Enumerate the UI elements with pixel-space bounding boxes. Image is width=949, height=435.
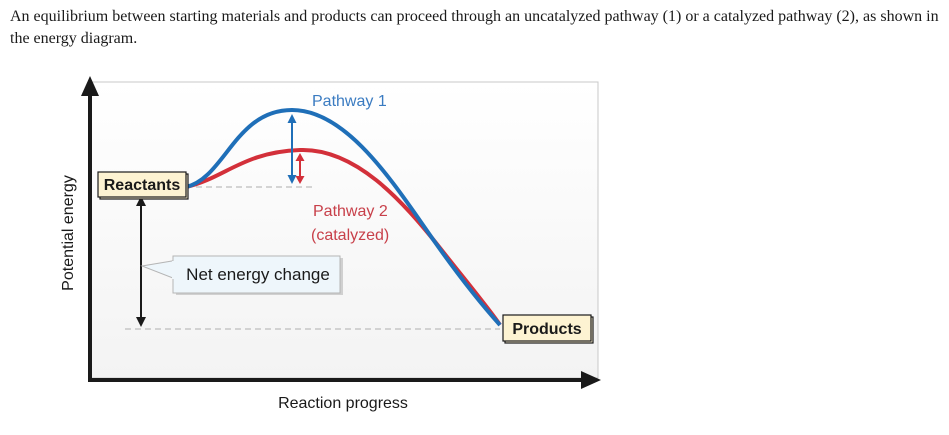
pathway1-curve <box>185 107 502 327</box>
y-axis-arrowhead <box>81 76 99 96</box>
pathway2-sublabel: (catalyzed) <box>311 227 389 244</box>
x-axis-label: Reaction progress <box>278 395 408 412</box>
activation-energy-arrow-pathway2 <box>295 153 305 184</box>
net-energy-change-arrow <box>136 196 146 327</box>
products-box: Products <box>502 314 594 344</box>
intro-paragraph: An equilibrium between starting material… <box>10 8 939 47</box>
pathway2-label: Pathway 2 <box>313 203 388 220</box>
x-axis-arrowhead <box>581 371 601 389</box>
pathway2-curve <box>185 147 502 327</box>
y-axis-label: Potential energy <box>60 175 77 291</box>
net-energy-label: Net energy change <box>186 265 330 284</box>
reactants-label: Reactants <box>104 177 181 194</box>
products-label: Products <box>512 321 581 338</box>
pathway1-label: Pathway 1 <box>312 93 387 110</box>
net-energy-callout: Net energy change <box>140 255 343 295</box>
reactants-box: Reactants <box>97 171 189 200</box>
activation-energy-arrow-pathway1 <box>287 114 297 184</box>
